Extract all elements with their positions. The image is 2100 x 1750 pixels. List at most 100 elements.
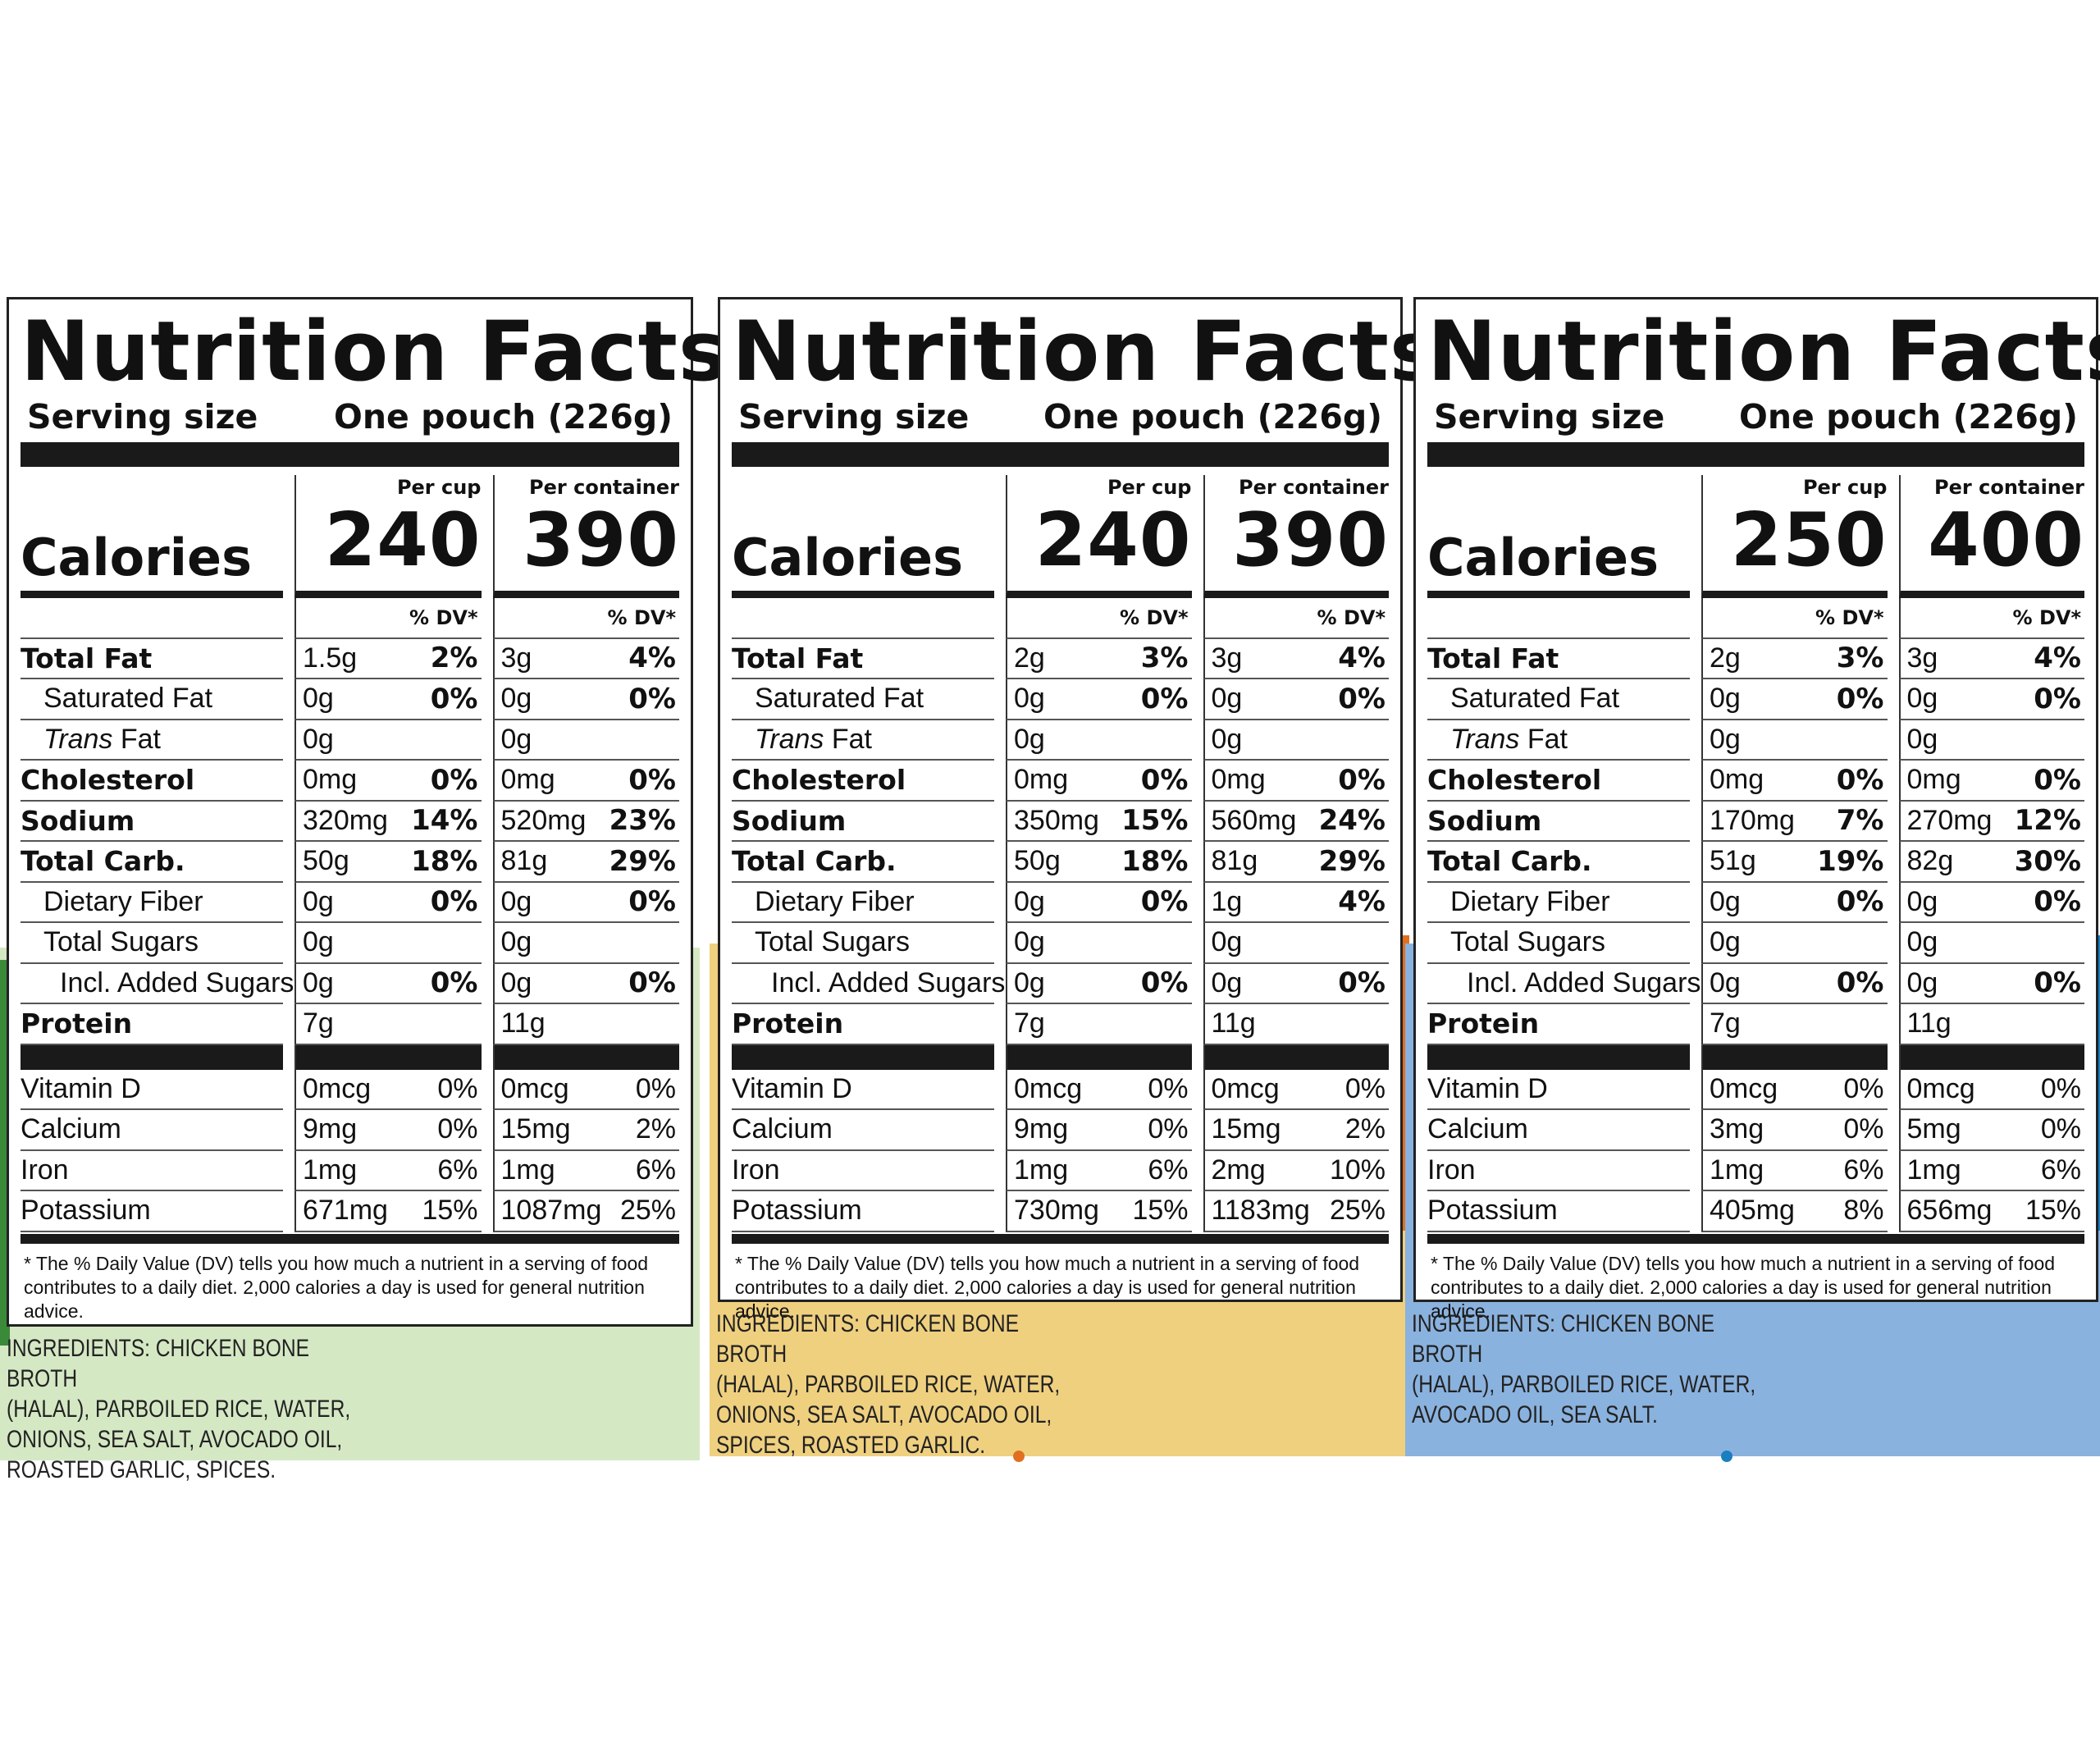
thick-divider <box>1898 1044 2084 1070</box>
nutrient-amount: 2g <box>1710 642 1741 674</box>
nutrient-amount: 0g <box>1710 926 1741 958</box>
vitamin-amount: 15mg <box>500 1113 571 1145</box>
vitamin-cont-cell: 0mcg 0% <box>1898 1069 2084 1110</box>
nutrient-dv: 4% <box>2034 642 2081 675</box>
nutrient-amount: 170mg <box>1710 804 1795 836</box>
nutrient-cont-cell: 0g <box>1203 923 1389 964</box>
calories-per-cup-value: 250 <box>1730 497 1888 583</box>
calories-label: Calories <box>21 528 252 587</box>
vitamin-dv: 0% <box>1843 1113 1884 1145</box>
nutrient-amount: 51g <box>1710 845 1756 877</box>
nutrient-amount: 0g <box>500 966 532 998</box>
nutrient-cont-cell: 270mg 12% <box>1898 801 2084 842</box>
nutrient-amount: 0g <box>1906 966 1938 998</box>
nutrient-amount: 0g <box>1710 723 1741 755</box>
vitamin-amount: 1mg <box>303 1154 358 1186</box>
label-title: Nutrition Facts <box>732 303 1440 400</box>
vitamin-label: Calcium <box>732 1110 994 1151</box>
vitamin-cup-cell: 405mg 8% <box>1701 1191 1888 1232</box>
nutrient-amount: 0mg <box>500 764 555 796</box>
nutrient-cup-cell: 0g <box>1701 720 1888 761</box>
nutrient-amount: 11g <box>1906 1008 1952 1039</box>
nutrient-amount: 0g <box>303 723 334 755</box>
nutrient-dv: 0% <box>1338 682 1386 715</box>
vitamin-cont-cell: 2mg 10% <box>1203 1150 1389 1191</box>
dv-footnote: * The % Daily Value (DV) tells you how m… <box>24 1252 649 1322</box>
nutrient-amount: 0g <box>1906 683 1938 715</box>
vitamin-dv: 0% <box>437 1113 478 1145</box>
nutrient-label: Total Sugars <box>1427 923 1690 964</box>
nutrient-dv: 3% <box>1140 642 1189 675</box>
nutrient-amount: 0g <box>1014 885 1045 917</box>
dv-header-container: % DV* <box>492 598 679 639</box>
nutrient-amount: 0g <box>1710 683 1741 715</box>
nutrient-amount: 320mg <box>303 804 388 836</box>
vitamin-cup-cell: 671mg 15% <box>294 1191 482 1232</box>
vitamin-amount: 671mg <box>303 1195 388 1227</box>
vitamin-dv: 15% <box>422 1195 478 1227</box>
nutrient-dv: 4% <box>628 642 676 675</box>
nutrient-label: Dietary Fiber <box>21 883 283 923</box>
nutrient-dv: 18% <box>1121 844 1189 878</box>
nutrient-label: Trans Fat <box>21 720 283 761</box>
nutrient-cup-cell: 0g 0% <box>294 679 482 720</box>
nutrient-amount: 3g <box>1211 642 1243 674</box>
dv-header-cup: % DV* <box>1006 598 1192 639</box>
nutrient-label: Sodium <box>1427 802 1690 842</box>
nutrient-amount: 0g <box>500 926 532 958</box>
calories-per-cup-column: Per cup 240 <box>294 475 482 598</box>
nutrient-cont-cell: 0g 0% <box>492 882 679 923</box>
nutrient-label: Saturated Fat <box>732 679 994 720</box>
vitamin-dv: 8% <box>1843 1195 1884 1227</box>
nutrient-amount: 0g <box>1211 683 1243 715</box>
nutrient-cup-cell: 7g <box>1006 1004 1192 1045</box>
vitamin-amount: 730mg <box>1014 1195 1099 1227</box>
calories-per-container-column: Per container 390 <box>1203 475 1389 598</box>
nutrient-label: Cholesterol <box>732 761 994 802</box>
nutrient-amount: 0g <box>500 723 532 755</box>
nutrient-amount: 1g <box>1211 885 1243 917</box>
nutrient-cont-cell: 3g 4% <box>1203 638 1389 679</box>
nutrient-label: Cholesterol <box>21 761 283 802</box>
nutrient-label: Incl. Added Sugars <box>21 964 294 1004</box>
nutrient-cup-cell: 2g 3% <box>1701 638 1888 679</box>
nutrient-cont-cell: 0mg 0% <box>492 761 679 802</box>
nutrient-cup-cell: 2g 3% <box>1006 638 1192 679</box>
per-cup-header: Per cup <box>1802 476 1888 499</box>
calories-label: Calories <box>732 528 963 587</box>
vitamin-cont-cell: 15mg 2% <box>1203 1110 1389 1151</box>
nutrient-cup-cell: 170mg 7% <box>1701 801 1888 842</box>
calories-per-container-column: Per container 390 <box>492 475 679 598</box>
vitamin-cont-cell: 656mg 15% <box>1898 1191 2084 1232</box>
calories-per-cup-column: Per cup 250 <box>1701 475 1888 598</box>
nutrient-cont-cell: 560mg 24% <box>1203 801 1389 842</box>
nutrient-dv: 24% <box>1318 804 1386 838</box>
vitamin-amount: 9mg <box>303 1113 358 1145</box>
bottom-divider <box>1427 1233 2084 1244</box>
vitamin-cont-cell: 1183mg 25% <box>1203 1191 1389 1232</box>
nutrient-amount: 0mg <box>1014 764 1069 796</box>
nutrient-label: Total Sugars <box>21 923 283 964</box>
vitamin-dv: 0% <box>635 1072 676 1104</box>
nutrient-amount: 7g <box>1710 1008 1741 1039</box>
nutrient-amount: 7g <box>1014 1008 1045 1039</box>
nutrient-cont-cell: 0g 0% <box>492 679 679 720</box>
nutrient-cont-cell: 520mg 23% <box>492 801 679 842</box>
nutrient-cont-cell: 11g <box>1203 1004 1389 1045</box>
serving-size-value: One pouch (226g) <box>333 397 673 436</box>
nutrient-amount: 50g <box>303 845 349 877</box>
nutrient-dv: 23% <box>609 804 676 838</box>
nutrient-label: Total Fat <box>21 639 283 679</box>
calories-row: Calories Per cup 240 Per container 390 <box>21 475 679 598</box>
trans-fat-label: Trans Fat <box>1450 723 1568 755</box>
thick-divider <box>492 1044 679 1070</box>
nutrient-dv: 15% <box>1121 804 1189 838</box>
vitamin-cup-cell: 9mg 0% <box>1006 1110 1192 1151</box>
per-cup-header: Per cup <box>396 476 482 499</box>
vitamin-dv: 25% <box>619 1195 676 1227</box>
nutrient-cup-cell: 7g <box>294 1004 482 1045</box>
nutrient-dv: 0% <box>430 682 478 715</box>
vitamin-label: Vitamin D <box>1427 1070 1690 1110</box>
calories-per-cup-column: Per cup 240 <box>1006 475 1192 598</box>
nutrient-label: Trans Fat <box>732 720 994 761</box>
